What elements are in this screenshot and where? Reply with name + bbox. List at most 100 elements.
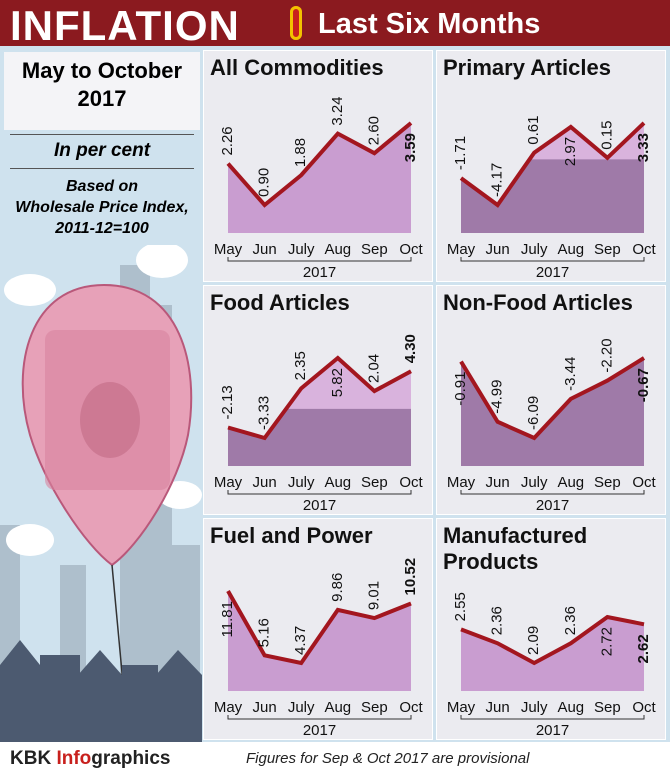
x-axis-label: 2017 bbox=[303, 497, 336, 514]
value-label: 2.36 bbox=[489, 606, 506, 635]
x-tick-label: May bbox=[447, 241, 476, 258]
line bbox=[226, 121, 413, 208]
value-label: -2.13 bbox=[219, 385, 236, 419]
x-axis-label: 2017 bbox=[536, 722, 569, 739]
value-label: -6.09 bbox=[525, 396, 542, 430]
x-axis-label: 2017 bbox=[536, 264, 569, 281]
x-tick-label: Oct bbox=[632, 699, 656, 716]
value-label: 9.01 bbox=[365, 581, 382, 610]
value-label: 3.24 bbox=[329, 96, 346, 125]
x-tick-label: May bbox=[214, 699, 243, 716]
value-label: -4.99 bbox=[489, 380, 506, 414]
year-bracket bbox=[460, 490, 645, 495]
chart-title: Fuel and Power bbox=[210, 523, 373, 548]
value-label: 3.59 bbox=[402, 133, 419, 162]
x-tick-label: Oct bbox=[399, 699, 423, 716]
x-tick-label: Oct bbox=[632, 241, 656, 258]
line bbox=[227, 355, 412, 441]
x-tick-label: May bbox=[214, 474, 243, 491]
x-tick-label: May bbox=[447, 474, 476, 491]
value-label: 2.09 bbox=[525, 626, 542, 655]
value-label: 5.82 bbox=[329, 368, 346, 397]
x-tick-label: July bbox=[521, 241, 548, 258]
value-label: 2.26 bbox=[219, 126, 236, 155]
x-tick-label: Aug bbox=[324, 474, 351, 491]
line bbox=[459, 356, 646, 441]
value-label: 2.55 bbox=[452, 592, 469, 621]
footer: KBK Infographics Figures for Sep & Oct 2… bbox=[0, 742, 670, 776]
rule bbox=[10, 134, 194, 135]
footnote: Figures for Sep & Oct 2017 are provision… bbox=[246, 750, 530, 767]
x-tick-label: Jun bbox=[253, 241, 277, 258]
value-label: 2.72 bbox=[598, 627, 615, 656]
value-label: 0.61 bbox=[525, 116, 542, 145]
year-bracket bbox=[227, 715, 412, 720]
x-tick-label: Jun bbox=[486, 699, 510, 716]
value-label: -4.17 bbox=[489, 163, 506, 197]
value-label: -2.20 bbox=[598, 338, 615, 372]
year-bracket bbox=[227, 490, 412, 495]
value-label: 9.86 bbox=[329, 573, 346, 602]
value-label: 2.60 bbox=[365, 116, 382, 145]
value-label: 1.88 bbox=[292, 138, 309, 167]
chart-title: Food Articles bbox=[210, 290, 350, 315]
value-label: 5.16 bbox=[256, 618, 273, 647]
x-axis-label: 2017 bbox=[303, 722, 336, 739]
basis: 2011-12=100 bbox=[55, 220, 149, 237]
brand-prefix: KBK bbox=[10, 748, 52, 769]
divider bbox=[290, 6, 302, 40]
year-bracket bbox=[460, 257, 645, 262]
illustration bbox=[0, 245, 202, 742]
x-tick-label: July bbox=[288, 474, 315, 491]
x-tick-label: Jun bbox=[486, 474, 510, 491]
chart: 2.26 May 0.90 Jun 1.88 July 3.24 Aug 2.60 Sep 3.59… bbox=[214, 96, 424, 281]
value-label: 0.15 bbox=[598, 121, 615, 150]
line bbox=[226, 590, 412, 666]
value-label: 2.62 bbox=[635, 634, 652, 663]
x-tick-label: Jun bbox=[486, 241, 510, 258]
chart-panel: Primary Articles -1.71 May -4.17 Jun 0.61 July… bbox=[436, 50, 666, 282]
chart-panel: Fuel and Power 11.81 May 5.16 Jun 4.37 July 9.8… bbox=[203, 518, 433, 740]
value-label: 2.36 bbox=[562, 606, 579, 635]
value-label: 3.33 bbox=[635, 133, 652, 162]
year-bracket bbox=[227, 257, 412, 262]
brand: KBK Infographics bbox=[10, 748, 170, 770]
x-tick-label: July bbox=[521, 699, 548, 716]
chart-panel: All Commodities 2.26 May 0.90 Jun 1.88 July 3.2… bbox=[203, 50, 433, 282]
value-label: 11.81 bbox=[219, 601, 236, 637]
negative-area bbox=[228, 408, 411, 466]
portrait bbox=[80, 382, 140, 458]
chart-title: All Commodities bbox=[210, 55, 384, 80]
chart: -2.13 May -3.33 Jun 2.35 July 5.82 Aug 2.04 Sep 4.… bbox=[214, 334, 424, 514]
x-tick-label: Jun bbox=[253, 474, 277, 491]
chart: 11.81 May 5.16 Jun 4.37 July 9.86 Aug 9.01 Sep 10.… bbox=[214, 558, 424, 739]
x-tick-label: Aug bbox=[557, 241, 584, 258]
brand-highlight: Info bbox=[56, 748, 92, 769]
basis: Wholesale Price Index, bbox=[15, 199, 189, 216]
value-label: -3.44 bbox=[562, 357, 579, 391]
value-label: 2.97 bbox=[562, 137, 579, 166]
x-tick-label: Sep bbox=[361, 699, 388, 716]
value-label: 4.30 bbox=[402, 334, 419, 363]
value-label: -0.91 bbox=[452, 372, 469, 406]
x-axis-label: 2017 bbox=[536, 497, 569, 514]
x-tick-label: July bbox=[521, 474, 548, 491]
basis: Based on bbox=[65, 178, 138, 195]
x-tick-label: Aug bbox=[324, 241, 351, 258]
x-tick-label: July bbox=[288, 241, 315, 258]
chart-title: Non-Food Articles bbox=[443, 290, 633, 315]
value-label: -1.71 bbox=[452, 136, 469, 170]
value-label: -3.33 bbox=[256, 396, 273, 430]
year-bracket bbox=[460, 715, 645, 720]
skyline-front bbox=[0, 640, 202, 742]
chart-title: Manufactured Products bbox=[443, 523, 588, 574]
clouds bbox=[4, 245, 202, 556]
x-tick-label: Sep bbox=[594, 241, 621, 258]
x-tick-label: May bbox=[447, 699, 476, 716]
x-tick-label: Aug bbox=[324, 699, 351, 716]
x-tick-label: Jun bbox=[253, 699, 277, 716]
period: 2017 bbox=[77, 86, 127, 111]
x-axis-label: 2017 bbox=[303, 264, 336, 281]
unit: In per cent bbox=[53, 140, 151, 161]
value-label: 4.37 bbox=[292, 626, 309, 655]
